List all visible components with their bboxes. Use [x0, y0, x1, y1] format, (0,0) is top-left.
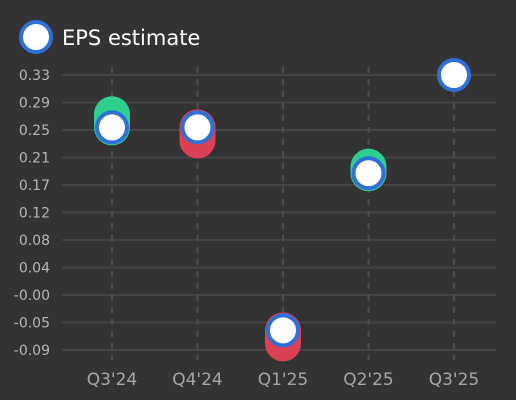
y-tick-label: 0.17 — [19, 178, 50, 194]
y-tick-label: -0.09 — [14, 343, 50, 359]
y-tick-label: 0.33 — [19, 68, 50, 84]
estimate-point — [351, 156, 386, 191]
y-tick-label: 0.25 — [19, 123, 50, 139]
y-tick-label: 0.12 — [19, 206, 50, 222]
y-tick-label: -0.00 — [14, 288, 50, 304]
x-tick-label: Q3'25 — [429, 370, 480, 390]
y-tick-label: 0.21 — [19, 151, 50, 167]
x-axis-tick-labels: Q3'24 Q4'24 Q1'25 Q2'25 Q3'25 — [87, 370, 480, 390]
y-tick-label: -0.05 — [14, 316, 50, 332]
x-tick-label: Q1'25 — [258, 370, 309, 390]
estimate-point — [95, 110, 129, 145]
y-tick-label: 0.29 — [19, 96, 50, 112]
y-tick-label: 0.08 — [19, 233, 50, 249]
estimate-point — [266, 313, 300, 348]
y-axis-tick-labels: 0.33 0.29 0.25 0.21 0.17 0.12 0.08 0.04 -0.00 -0.… — [14, 68, 50, 359]
legend-label-eps-estimate: EPS estimate — [62, 26, 200, 50]
legend-marker-eps-estimate — [19, 20, 53, 54]
estimate-point — [437, 58, 471, 92]
legend: EPS estimate — [19, 20, 200, 54]
x-tick-label: Q3'24 — [87, 370, 138, 390]
x-tick-label: Q2'25 — [343, 370, 394, 390]
estimate-point — [180, 110, 215, 145]
x-tick-label: Q4'24 — [172, 370, 223, 390]
y-tick-label: 0.04 — [19, 261, 50, 277]
estimate-points — [95, 58, 471, 348]
